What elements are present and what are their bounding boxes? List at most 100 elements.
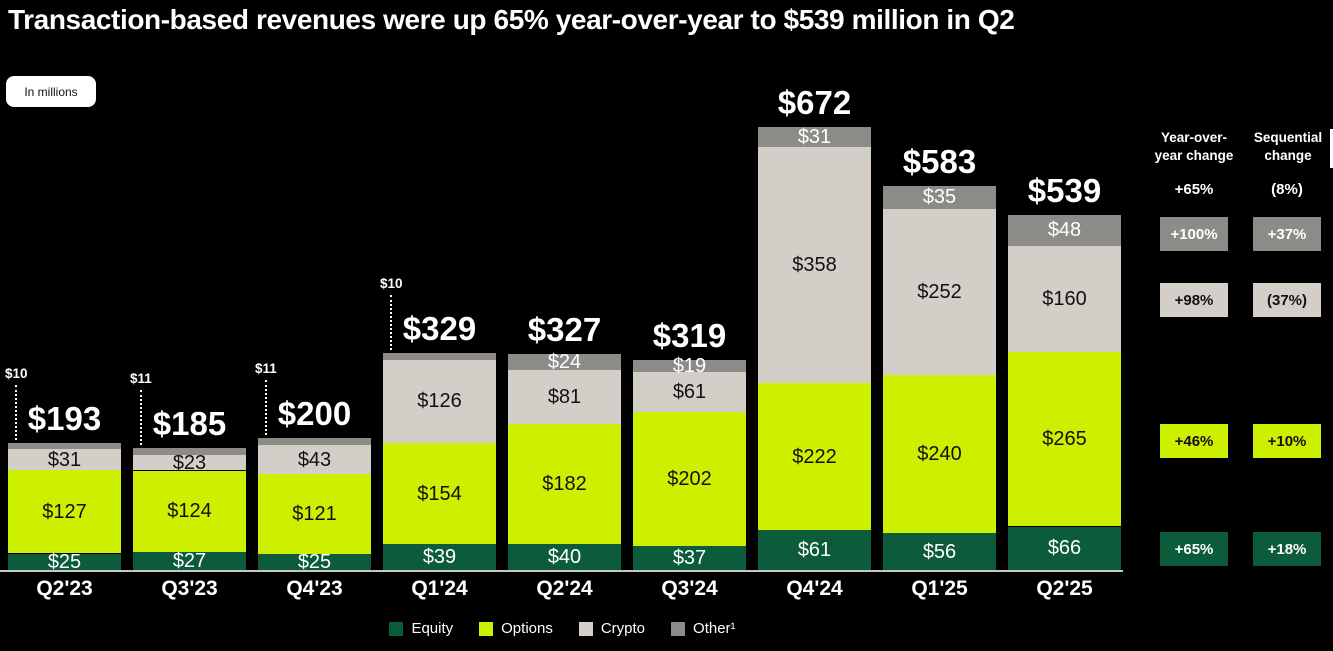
segment-value-label: $265: [1042, 428, 1087, 451]
segment-value-label: $182: [542, 472, 587, 495]
yoy-change-header: Year-over- year change: [1154, 130, 1234, 164]
legend-item-options: Options: [479, 620, 553, 637]
other-callout-dotted-line: [265, 380, 267, 436]
bar-segment-options: $222: [758, 383, 871, 530]
sequential-total-change: (8%): [1271, 181, 1303, 198]
bar-total-label: $185: [152, 405, 227, 442]
bar-total-label: $583: [902, 142, 977, 180]
segment-value-label: $37: [672, 546, 707, 569]
segment-value-label: $23: [172, 451, 207, 474]
segment-value-label: $43: [297, 448, 332, 471]
bar-segment-options: $202: [633, 412, 746, 546]
yoy-change-box-other: +100%: [1160, 217, 1228, 251]
other-callout-dotted-line: [390, 295, 392, 351]
segment-value-label: $48: [1047, 219, 1082, 242]
segment-value-label: $154: [417, 482, 462, 505]
legend-item-equity: Equity: [389, 620, 453, 637]
bar-segment-other: $24: [508, 351, 621, 374]
segment-value-label: $202: [667, 467, 712, 490]
page-title: Transaction-based revenues were up 65% y…: [8, 4, 1015, 35]
bar-segment-equity: $39: [383, 544, 496, 570]
x-axis-category-label: Q2'24: [536, 577, 593, 600]
sequential-change-box-crypto: (37%): [1253, 283, 1321, 317]
other-callout-label: $11: [130, 371, 152, 386]
segment-value-label: $127: [42, 500, 87, 523]
bar-segment-options: $182: [508, 423, 621, 544]
bar-segment-crypto: $160: [1008, 246, 1121, 352]
legend-swatch-equity: [389, 621, 404, 636]
x-axis-category-label: Q1'24: [411, 577, 468, 600]
other-callout-dotted-line: [15, 384, 17, 440]
bar-segment-equity: $61: [758, 529, 871, 570]
other-callout-dotted-line: [140, 390, 142, 445]
segment-value-label: $222: [792, 445, 837, 468]
segment-value-label: $61: [672, 381, 707, 404]
yoy-change-box-equity: +65%: [1160, 532, 1228, 566]
x-axis-category-label: Q4'23: [286, 577, 343, 600]
legend-item-crypto: Crypto: [578, 620, 646, 637]
bar-segment-equity: $56: [883, 533, 996, 570]
legend-label: Equity: [411, 620, 454, 637]
sequential-change-box-equity: +18%: [1253, 532, 1321, 566]
bar-segment-crypto: $61: [633, 372, 746, 413]
legend-label: Options: [501, 620, 553, 637]
yoy-change-box-crypto: +98%: [1160, 283, 1228, 317]
segment-value-label: $31: [47, 448, 82, 471]
bar-segment-other: $31: [758, 127, 871, 148]
bar-segment-equity: $27: [133, 550, 246, 573]
segment-value-label: $252: [917, 280, 962, 303]
bar-segment-other: $19: [633, 356, 746, 376]
bar-segment-options: $265: [1008, 351, 1121, 527]
bar-segment-crypto: $23: [133, 451, 246, 474]
sequential-change-header: Sequential change: [1253, 130, 1323, 164]
segment-value-label: $121: [292, 502, 337, 525]
legend-swatch-options: [479, 621, 494, 636]
segment-value-label: $24: [547, 351, 582, 374]
segment-value-label: $81: [547, 385, 582, 408]
bar-segment-other: [133, 448, 246, 456]
bar-segment-other: [383, 353, 496, 360]
bar-total-label: $329: [402, 310, 477, 348]
yoy-total-change: +65%: [1174, 181, 1214, 198]
bar-segment-crypto: $81: [508, 370, 621, 424]
x-axis-category-label: Q4'24: [786, 577, 843, 600]
bar-total-label: $193: [27, 399, 102, 437]
bar-total-label: $200: [277, 395, 352, 433]
sequential-change-box-other: +37%: [1253, 217, 1321, 251]
x-axis-baseline: [0, 570, 1123, 572]
segment-value-label: $66: [1047, 537, 1082, 560]
bar-segment-other: [258, 438, 371, 446]
legend-label: Other¹: [693, 620, 736, 637]
segment-value-label: $19: [672, 354, 707, 377]
other-callout-label: $10: [5, 365, 28, 381]
segment-value-label: $27: [172, 550, 207, 573]
sequential-change-box-options: +10%: [1253, 424, 1321, 458]
segment-value-label: $40: [547, 545, 582, 568]
bar-segment-crypto: $126: [383, 359, 496, 443]
bar-segment-equity: $25: [258, 550, 371, 573]
bar-segment-options: $127: [8, 469, 121, 554]
segment-value-label: $61: [797, 538, 832, 561]
bar-segment-crypto: $358: [758, 147, 871, 384]
bar-segment-other: [8, 442, 121, 450]
units-badge: In millions: [6, 76, 96, 107]
other-callout-label: $11: [255, 361, 277, 377]
bar-segment-equity: $66: [1008, 526, 1121, 570]
chart-legend: Equity Options Crypto Other¹: [0, 620, 1125, 637]
bar-total-label: $319: [652, 316, 727, 354]
segment-value-label: $25: [297, 550, 332, 573]
other-callout-label: $10: [380, 276, 403, 292]
x-axis-category-label: Q3'23: [161, 577, 218, 600]
segment-value-label: $124: [167, 500, 212, 523]
bar-segment-other: $48: [1008, 214, 1121, 247]
bar-segment-equity: $40: [508, 543, 621, 570]
bar-segment-other: $35: [883, 185, 996, 209]
x-axis-category-label: Q2'23: [36, 577, 93, 600]
slide-edge-mark: [1330, 129, 1333, 168]
segment-value-label: $56: [922, 540, 957, 563]
bar-segment-crypto: $252: [883, 208, 996, 375]
segment-value-label: $240: [917, 442, 962, 465]
legend-label: Crypto: [600, 620, 646, 637]
segment-value-label: $126: [417, 390, 462, 413]
